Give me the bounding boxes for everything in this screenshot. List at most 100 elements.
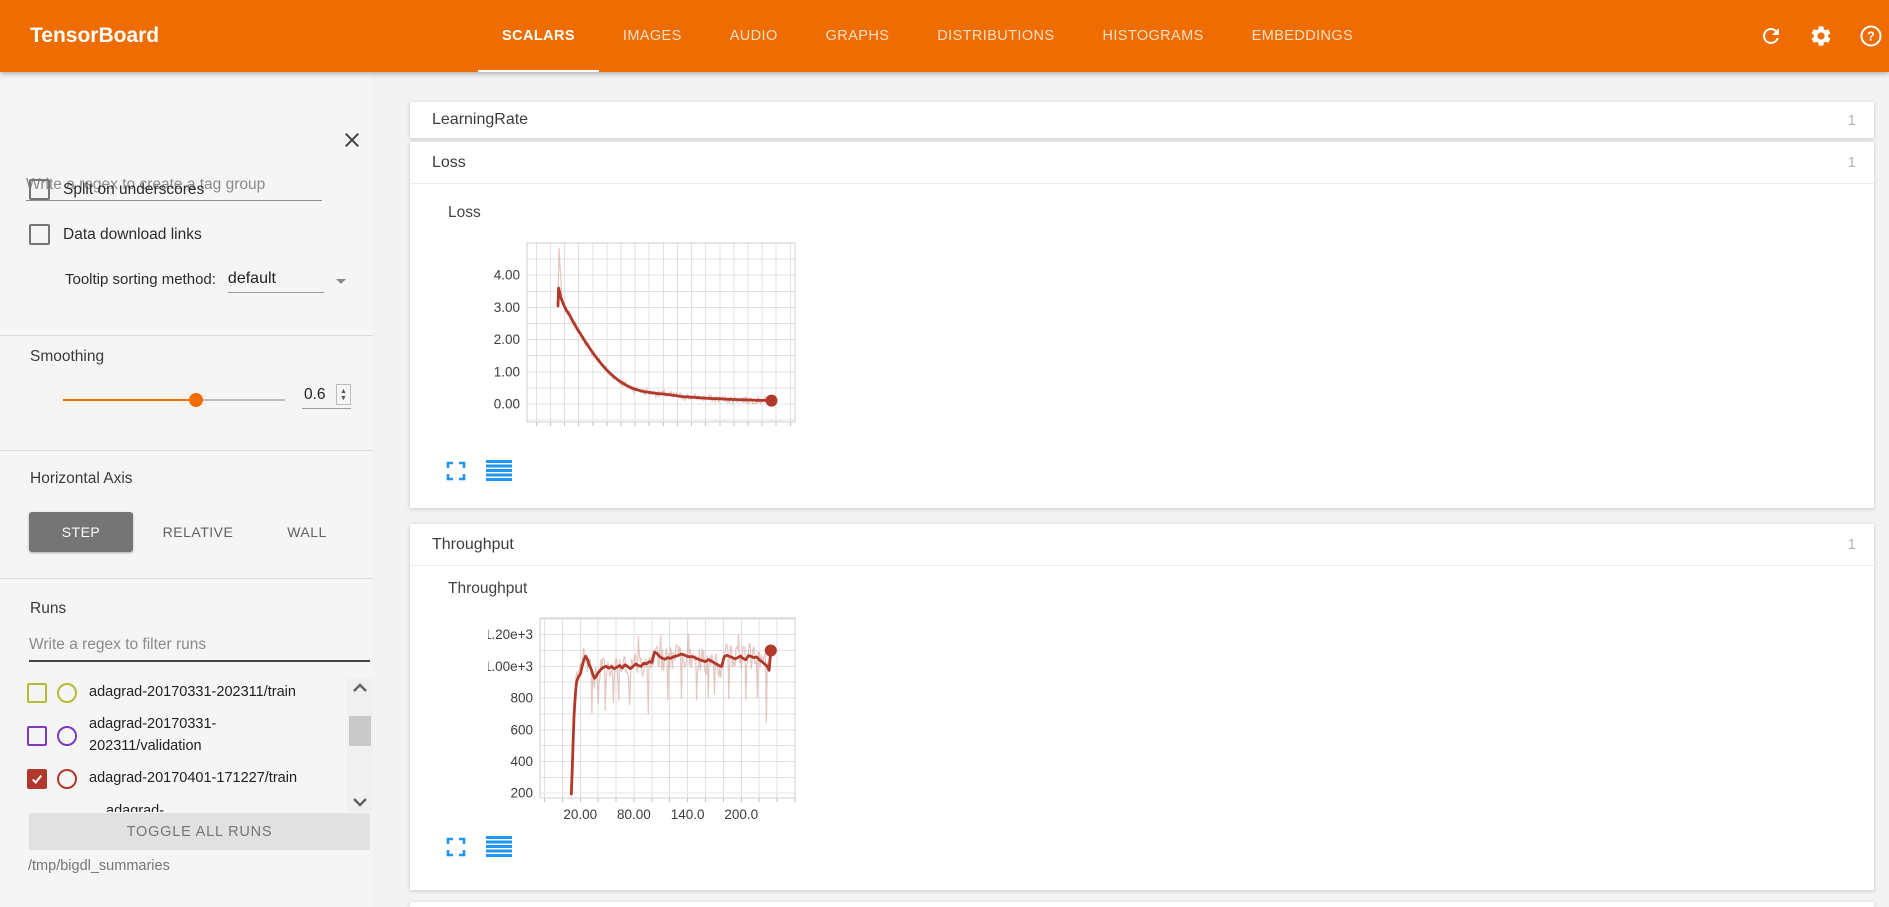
smoothing-slider-fill xyxy=(63,399,196,401)
run-color-circle[interactable] xyxy=(57,768,77,789)
refresh-icon[interactable] xyxy=(1759,24,1783,48)
tooltip-sorting-row: Tooltip sorting method: default xyxy=(65,268,346,293)
split-underscores-checkbox[interactable]: Split on underscores xyxy=(29,179,204,200)
scrollbar-thumb[interactable] xyxy=(349,716,371,746)
divider xyxy=(0,335,373,336)
section-title: Loss xyxy=(432,153,466,171)
section-throughput: Throughput 1 Throughput 200 400 600 800 1.00… xyxy=(410,524,1874,890)
svg-text:1.20e+3: 1.20e+3 xyxy=(488,627,533,642)
checkbox-label: Split on underscores xyxy=(63,180,205,198)
app-header: TensorBoard SCALARS IMAGES AUDIO GRAPHS DIST… xyxy=(0,0,1889,72)
header-actions: ? xyxy=(1759,0,1883,72)
help-icon[interactable]: ? xyxy=(1859,24,1883,48)
run-item[interactable]: adagrad-20170331-202311/validation xyxy=(27,714,324,758)
stepper-down-icon[interactable]: ▼ xyxy=(340,394,347,402)
chart-title: Loss xyxy=(448,204,481,221)
checkbox-label: Data download links xyxy=(63,225,202,243)
run-item[interactable]: adagrad- xyxy=(94,801,341,812)
data-download-checkbox[interactable]: Data download links xyxy=(29,224,202,245)
run-name: adagrad-20170401-171227/train xyxy=(89,770,298,786)
svg-text:200: 200 xyxy=(510,786,533,801)
checkbox-icon[interactable] xyxy=(29,224,50,245)
svg-text:600: 600 xyxy=(510,722,533,737)
chart-title: Throughput xyxy=(448,580,528,597)
tab-images[interactable]: IMAGES xyxy=(622,28,682,44)
throughput-chart[interactable]: 200 400 600 800 1.00e+3 1.20e+3 20.00 80.00 140.… xyxy=(484,612,805,831)
main-content: LearningRate 1 Loss 1 Loss 0.00 1.00 2.00 3… xyxy=(395,72,1889,907)
section-title: LearningRate xyxy=(432,111,529,128)
run-list-scrollbar[interactable] xyxy=(347,678,373,812)
svg-text:?: ? xyxy=(1867,30,1875,44)
tag-filter-input[interactable] xyxy=(26,172,322,201)
checkbox-icon[interactable] xyxy=(29,179,50,200)
svg-text:2.00: 2.00 xyxy=(494,332,520,347)
svg-text:140.0: 140.0 xyxy=(671,807,705,822)
run-name: adagrad-20170331-202311/train xyxy=(89,684,296,700)
stepper-up-icon[interactable]: ▲ xyxy=(340,387,347,395)
run-selector-icon[interactable] xyxy=(486,836,512,857)
run-selector-icon[interactable] xyxy=(486,460,512,481)
section-header-learningrate[interactable]: LearningRate 1 xyxy=(410,102,1874,138)
section-count-badge: 1 xyxy=(1847,111,1856,129)
run-checkbox[interactable] xyxy=(27,682,47,703)
section-loss: Loss 1 Loss 0.00 1.00 2.00 3.00 4.00 xyxy=(410,142,1874,508)
section-title: Throughput xyxy=(432,535,514,553)
smoothing-label: Smoothing xyxy=(30,348,105,365)
section-next-partial xyxy=(410,902,1874,907)
section-header-loss[interactable]: Loss 1 xyxy=(410,142,1874,184)
axis-wall-button[interactable]: WALL xyxy=(287,524,327,540)
tab-audio[interactable]: AUDIO xyxy=(729,28,778,44)
svg-text:3.00: 3.00 xyxy=(494,300,520,315)
tab-scalars[interactable]: SCALARS xyxy=(478,2,599,72)
loss-chart[interactable]: 0.00 1.00 2.00 3.00 4.00 xyxy=(479,237,805,439)
smoothing-value-input[interactable] xyxy=(302,385,336,405)
svg-text:200.0: 200.0 xyxy=(724,807,758,822)
sidebar: Split on underscores Data download links… xyxy=(0,72,373,907)
app-title: TensorBoard xyxy=(30,24,160,47)
scroll-up-icon[interactable] xyxy=(350,682,370,694)
svg-text:1.00: 1.00 xyxy=(494,364,520,379)
close-icon[interactable] xyxy=(340,128,364,152)
tab-embeddings[interactable]: EMBEDDINGS xyxy=(1251,28,1354,44)
run-checkbox[interactable] xyxy=(27,768,47,789)
tab-graphs[interactable]: GRAPHS xyxy=(825,28,890,44)
run-name: adagrad-20170331-202311/validation xyxy=(89,716,217,754)
svg-text:80.00: 80.00 xyxy=(617,807,651,822)
tooltip-sorting-label: Tooltip sorting method: xyxy=(65,271,216,288)
svg-text:4.00: 4.00 xyxy=(494,268,520,283)
svg-text:0.00: 0.00 xyxy=(494,397,520,412)
chevron-down-icon[interactable] xyxy=(335,279,346,284)
runs-label: Runs xyxy=(30,600,67,617)
run-color-circle[interactable] xyxy=(57,682,77,703)
number-stepper[interactable]: ▲ ▼ xyxy=(336,384,351,405)
run-filter-input[interactable] xyxy=(29,632,370,662)
run-name: adagrad- xyxy=(106,803,165,812)
run-item[interactable]: adagrad-20170331-202311/train xyxy=(27,682,324,704)
tab-distributions[interactable]: DISTRIBUTIONS xyxy=(937,28,1055,44)
divider xyxy=(0,578,373,579)
run-checkbox[interactable] xyxy=(27,725,47,746)
svg-text:400: 400 xyxy=(510,754,533,769)
run-color-circle[interactable] xyxy=(57,725,77,746)
tooltip-sorting-dropdown[interactable]: default xyxy=(227,268,324,293)
tab-histograms[interactable]: HISTOGRAMS xyxy=(1102,28,1204,44)
smoothing-slider-thumb[interactable] xyxy=(189,393,203,407)
run-item[interactable]: adagrad-20170401-171227/train xyxy=(27,768,324,790)
fullscreen-icon[interactable] xyxy=(446,837,466,857)
section-header-throughput[interactable]: Throughput 1 xyxy=(410,524,1874,566)
tab-bar: SCALARS IMAGES AUDIO GRAPHS DISTRIBUTIONS HIS… xyxy=(478,0,1377,72)
scroll-down-icon[interactable] xyxy=(350,796,370,808)
svg-text:20.00: 20.00 xyxy=(563,807,597,822)
toggle-all-runs-button[interactable]: TOGGLE ALL RUNS xyxy=(29,813,370,850)
divider xyxy=(0,450,373,451)
svg-text:1.00e+3: 1.00e+3 xyxy=(488,659,533,674)
chart-actions xyxy=(446,460,512,481)
svg-text:800: 800 xyxy=(510,691,533,706)
axis-relative-button[interactable]: RELATIVE xyxy=(162,524,234,540)
section-learningrate: LearningRate 1 xyxy=(410,102,1874,138)
settings-gear-icon[interactable] xyxy=(1809,24,1833,48)
run-list: adagrad-adagrad-20170401-171227/train ada… xyxy=(27,670,373,812)
log-directory-path: /tmp/bigdl_summaries xyxy=(28,858,170,874)
fullscreen-icon[interactable] xyxy=(446,461,466,481)
axis-step-button[interactable]: STEP xyxy=(29,512,133,552)
